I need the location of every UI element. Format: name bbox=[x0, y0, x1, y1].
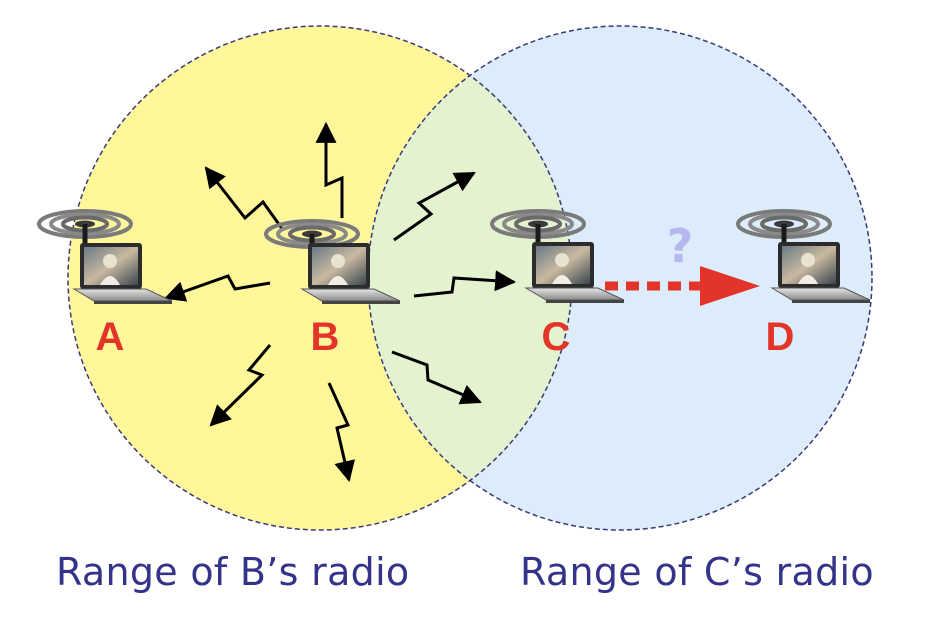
overlap-region bbox=[368, 26, 572, 530]
c-to-d-hidden-arrow bbox=[605, 266, 760, 306]
question-mark: ? bbox=[667, 219, 694, 273]
node-b-label: B bbox=[311, 315, 340, 359]
lightning-arrow-icon bbox=[327, 382, 355, 483]
lightning-arrow-icon bbox=[164, 274, 271, 302]
lightning-arrow-icon bbox=[391, 350, 482, 405]
node-c-label: C bbox=[542, 315, 571, 359]
lightning-arrow-icon bbox=[204, 166, 285, 231]
node-d-label: D bbox=[766, 315, 795, 359]
lightning-arrow-icon bbox=[393, 171, 476, 242]
b-signals bbox=[164, 121, 517, 483]
node-a-label: A bbox=[96, 315, 125, 359]
c-range-caption: Range of C’s radio bbox=[520, 550, 874, 594]
b-range-caption: Range of B’s radio bbox=[56, 550, 410, 594]
lightning-arrow-icon bbox=[209, 344, 272, 427]
lightning-arrow-icon bbox=[315, 121, 344, 218]
lightning-arrow-icon bbox=[413, 270, 517, 298]
c-range-border bbox=[367, 25, 873, 531]
